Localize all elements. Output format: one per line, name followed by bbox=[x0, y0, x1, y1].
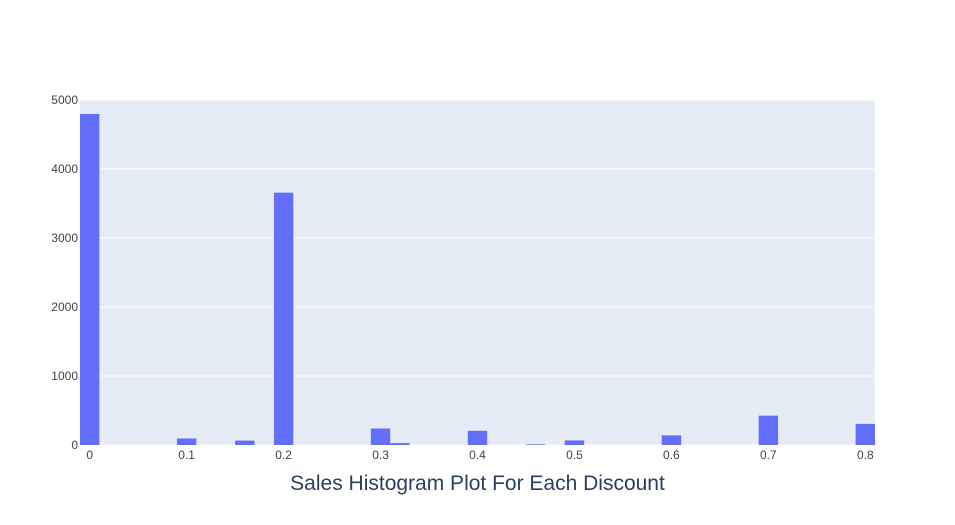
histogram-bar[interactable] bbox=[235, 440, 255, 445]
histogram-bar[interactable] bbox=[661, 435, 682, 445]
x-tick-label: 0.3 bbox=[372, 448, 389, 462]
y-tick-label: 5000 bbox=[51, 93, 78, 107]
y-axis-ticks: 0 1000 2000 3000 4000 5000 bbox=[51, 93, 78, 452]
bars bbox=[80, 113, 875, 446]
x-tick-label: 0 bbox=[86, 448, 93, 462]
histogram-bar[interactable] bbox=[564, 440, 585, 445]
histogram-bar[interactable] bbox=[370, 428, 391, 445]
y-tick-label: 4000 bbox=[51, 162, 78, 176]
plot-area bbox=[80, 100, 875, 445]
histogram-bar[interactable] bbox=[80, 113, 100, 446]
x-tick-label: 0.8 bbox=[857, 448, 874, 462]
x-tick-label: 0.1 bbox=[178, 448, 195, 462]
x-tick-label: 0.2 bbox=[275, 448, 292, 462]
histogram-bar[interactable] bbox=[855, 423, 875, 445]
histogram-bar[interactable] bbox=[273, 192, 294, 445]
y-tick-label: 1000 bbox=[51, 369, 78, 383]
gridlines bbox=[80, 99, 875, 446]
histogram-bar[interactable] bbox=[525, 444, 546, 445]
x-tick-label: 0.4 bbox=[469, 448, 486, 462]
x-axis-title: Sales Histogram Plot For Each Discount bbox=[290, 472, 665, 495]
histogram-bar[interactable] bbox=[390, 443, 410, 445]
y-tick-label: 3000 bbox=[51, 231, 78, 245]
x-tick-label: 0.7 bbox=[760, 448, 777, 462]
x-axis-ticks: 0 0.1 0.2 0.3 0.4 0.5 0.6 0.7 0.8 bbox=[86, 448, 874, 462]
histogram-bar[interactable] bbox=[758, 415, 779, 445]
y-tick-label: 0 bbox=[71, 438, 78, 452]
y-tick-label: 2000 bbox=[51, 300, 78, 314]
histogram-bar[interactable] bbox=[467, 430, 488, 445]
x-tick-label: 0.5 bbox=[566, 448, 583, 462]
x-tick-label: 0.6 bbox=[663, 448, 680, 462]
histogram-bar[interactable] bbox=[176, 438, 197, 445]
